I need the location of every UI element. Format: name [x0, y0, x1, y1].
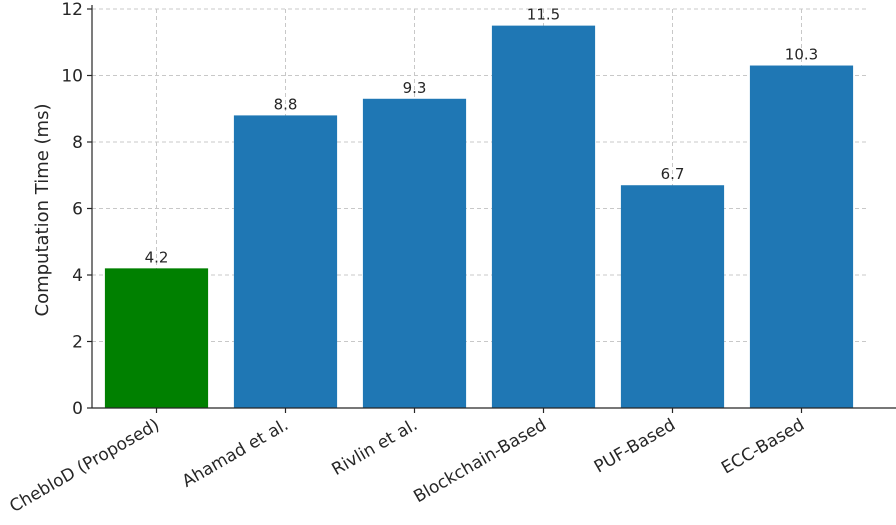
data-label-2: 9.3 [403, 79, 427, 97]
y-tick-label: 6 [72, 200, 83, 220]
data-label-1: 8.8 [274, 95, 298, 113]
bar-0 [104, 268, 209, 408]
axes [87, 5, 896, 413]
bar-2 [362, 98, 467, 409]
x-tick-label-2: Rivlin et al. [328, 415, 421, 480]
bar-4 [620, 185, 725, 408]
x-tick-label-1: Ahamad et al. [179, 415, 292, 492]
y-tick-label: 10 [61, 67, 83, 87]
bars [104, 25, 854, 409]
bar-1 [233, 115, 338, 409]
data-label-4: 6.7 [661, 165, 685, 183]
x-tick-label-5: ECC-Based [718, 415, 808, 478]
x-tick-label-3: Blockchain-Based [410, 415, 550, 507]
x-tick-label-4: PUF-Based [591, 415, 679, 477]
y-tick-label: 2 [72, 333, 83, 353]
y-tick-label: 8 [72, 133, 83, 153]
x-tick-label-0: ChebIoD (Proposed) [6, 415, 163, 517]
y-tick-label: 4 [72, 266, 83, 286]
bar-3 [491, 25, 596, 408]
y-tick-label: 0 [72, 399, 83, 419]
y-axis-title: Computation Time (ms) [32, 104, 53, 317]
data-label-0: 4.2 [145, 248, 169, 266]
bar-5 [749, 65, 854, 409]
data-label-5: 10.3 [785, 46, 818, 64]
data-label-3: 11.5 [527, 6, 560, 24]
y-tick-label: 12 [61, 0, 83, 20]
